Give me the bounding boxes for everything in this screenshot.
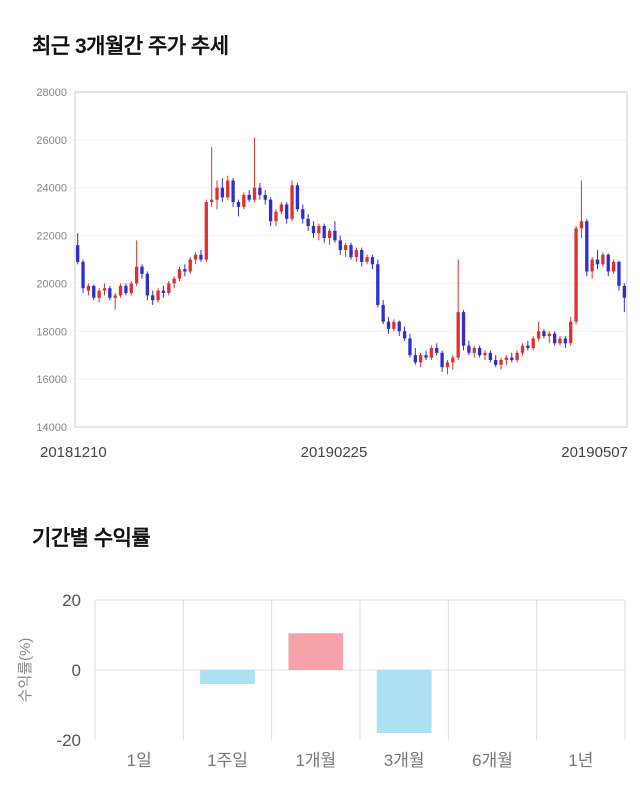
svg-text:20: 20 [62, 592, 81, 610]
svg-text:1년: 1년 [568, 751, 593, 770]
svg-text:22000: 22000 [36, 231, 67, 243]
price-chart-title: 최근 3개월간 주가 추세 [32, 35, 229, 58]
x-axis-label-mid: 20190225 [300, 444, 368, 461]
svg-text:1개월: 1개월 [295, 751, 336, 770]
candlestick-chart: 14000 16000 18000 20000 22000 24000 26000 28000 [36, 87, 628, 434]
x-axis-label-end: 20190507 [561, 444, 628, 461]
svg-text:수익률(%): 수익률(%) [17, 638, 34, 703]
svg-text:18000: 18000 [36, 326, 67, 338]
returns-bar-chart: 20 0 -20 1일 1주일 1개월 3개월 6개월 1년 수익률(%) [17, 592, 626, 770]
svg-text:26000: 26000 [36, 135, 67, 147]
svg-text:1일: 1일 [127, 751, 152, 770]
svg-text:6개월: 6개월 [472, 751, 513, 770]
svg-text:20000: 20000 [36, 278, 67, 290]
svg-text:0: 0 [72, 661, 81, 680]
svg-text:-20: -20 [56, 731, 81, 750]
svg-text:14000: 14000 [36, 422, 67, 434]
returns-chart-title: 기간별 수익률 [32, 527, 151, 550]
price-chart-x-axis: 20181210 20190225 20190507 [40, 444, 628, 461]
svg-text:16000: 16000 [36, 374, 67, 386]
svg-text:3개월: 3개월 [384, 751, 425, 770]
x-axis-label-start: 20181210 [40, 444, 107, 461]
svg-text:1주일: 1주일 [207, 751, 248, 770]
svg-text:28000: 28000 [36, 87, 67, 99]
svg-text:24000: 24000 [36, 183, 67, 195]
